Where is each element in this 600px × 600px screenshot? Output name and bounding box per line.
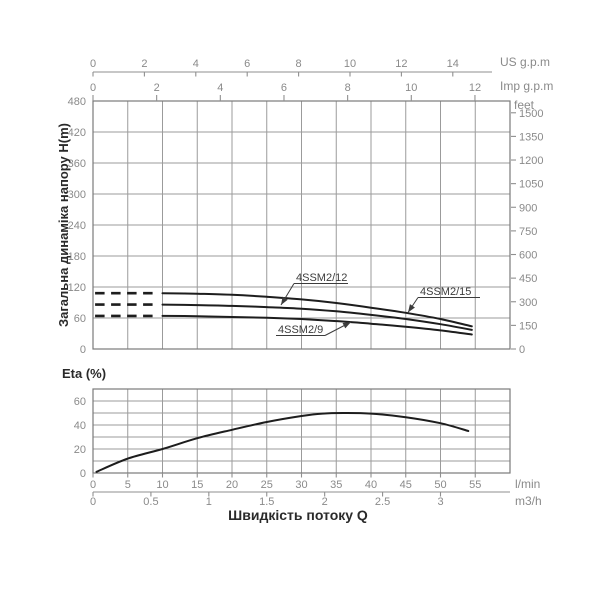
- lmin-tick-label: 45: [400, 479, 412, 491]
- us-gpm-unit-label: US g.p.m: [500, 55, 550, 69]
- eta-axis-title: Eta (%): [62, 366, 106, 381]
- m3h-tick-label: 3: [437, 496, 443, 508]
- feet-tick-label: 1350: [519, 131, 543, 143]
- m3h-unit-label: m3/h: [515, 494, 542, 508]
- lmin-unit-label: l/min: [515, 477, 540, 491]
- feet-tick-label: 1200: [519, 155, 543, 167]
- us-gpm-tick-label: 12: [395, 58, 407, 70]
- eta-tick-label: 20: [74, 444, 86, 456]
- head-tick-label: 120: [68, 282, 86, 294]
- us-gpm-tick-label: 10: [344, 58, 356, 70]
- feet-tick-label: 300: [519, 297, 537, 309]
- curve-callout-arrow-4SSM2/9: [342, 322, 351, 329]
- imp-gpm-tick-label: 6: [281, 82, 287, 94]
- m3h-tick-label: 1.5: [259, 496, 274, 508]
- us-gpm-tick-label: 6: [244, 58, 250, 70]
- head-axis-title: Загальна динаміка напору H(m): [56, 123, 71, 327]
- feet-tick-label: 150: [519, 320, 537, 332]
- m3h-tick-label: 0: [90, 496, 96, 508]
- eta-curve: [95, 411, 470, 473]
- feet-tick-label: 750: [519, 226, 537, 238]
- lmin-tick-label: 55: [469, 479, 481, 491]
- lmin-tick-label: 0: [90, 479, 96, 491]
- m3h-tick-label: 1: [206, 496, 212, 508]
- lmin-tick-label: 40: [365, 479, 377, 491]
- head-tick-label: 360: [68, 158, 86, 170]
- flow-axis-title: Швидкість потоку Q: [228, 507, 368, 523]
- feet-tick-label: 450: [519, 273, 537, 285]
- imp-gpm-tick-label: 4: [217, 82, 223, 94]
- us-gpm-tick-label: 2: [141, 58, 147, 70]
- m3h-tick-label: 2: [322, 496, 328, 508]
- head-curve-4SSM2/15: [161, 292, 473, 328]
- feet-tick-label: 1050: [519, 179, 543, 191]
- curve-callout-label-4SSM2/12: 4SSM2/12: [296, 272, 347, 284]
- feet-tick-label: 900: [519, 202, 537, 214]
- us-gpm-tick-label: 8: [296, 58, 302, 70]
- curve-callout-label-4SSM2/15: 4SSM2/15: [420, 286, 471, 298]
- feet-tick-label: 600: [519, 250, 537, 262]
- us-gpm-tick-label: 0: [90, 58, 96, 70]
- imp-gpm-tick-label: 0: [90, 82, 96, 94]
- imp-gpm-tick-label: 2: [154, 82, 160, 94]
- head-tick-label: 420: [68, 127, 86, 139]
- head-curve-4SSM2/9: [161, 314, 473, 336]
- curve-callout-arrow-4SSM2/15: [408, 304, 415, 313]
- lmin-tick-label: 20: [226, 479, 238, 491]
- feet-unit-label: feet: [514, 98, 535, 112]
- head-tick-label: 180: [68, 251, 86, 263]
- lmin-tick-label: 10: [156, 479, 168, 491]
- us-gpm-tick-label: 4: [193, 58, 199, 70]
- head-curve-4SSM2/12: [161, 303, 473, 331]
- curve-callout-arrow-4SSM2/12: [281, 296, 288, 305]
- eta-tick-label: 60: [74, 396, 86, 408]
- lmin-tick-label: 30: [295, 479, 307, 491]
- lmin-tick-label: 35: [330, 479, 342, 491]
- m3h-tick-label: 0.5: [143, 496, 158, 508]
- imp-gpm-unit-label: Imp g.p.m: [500, 79, 553, 93]
- head-tick-label: 0: [80, 344, 86, 356]
- lmin-tick-label: 15: [191, 479, 203, 491]
- lmin-tick-label: 25: [261, 479, 273, 491]
- head-tick-label: 60: [74, 313, 86, 325]
- lmin-tick-label: 50: [434, 479, 446, 491]
- head-tick-label: 480: [68, 96, 86, 108]
- feet-tick-label: 0: [519, 344, 525, 356]
- head-tick-label: 300: [68, 189, 86, 201]
- imp-gpm-tick-label: 10: [405, 82, 417, 94]
- feet-tick-label: 1500: [519, 108, 543, 120]
- imp-gpm-tick-label: 12: [469, 82, 481, 94]
- m3h-tick-label: 2.5: [375, 496, 390, 508]
- head-tick-label: 240: [68, 220, 86, 232]
- eta-tick-label: 40: [74, 420, 86, 432]
- head-plot-border: [92, 100, 511, 350]
- chart-render-root: 0 2 4 6 8 10 12 140 2 4 6 8 10 1248042036030024018012…: [68, 58, 544, 508]
- imp-gpm-tick-label: 8: [345, 82, 351, 94]
- lmin-tick-label: 5: [125, 479, 131, 491]
- us-gpm-tick-label: 14: [447, 58, 459, 70]
- eta-tick-label: 0: [80, 468, 86, 480]
- curve-callout-label-4SSM2/9: 4SSM2/9: [278, 324, 323, 336]
